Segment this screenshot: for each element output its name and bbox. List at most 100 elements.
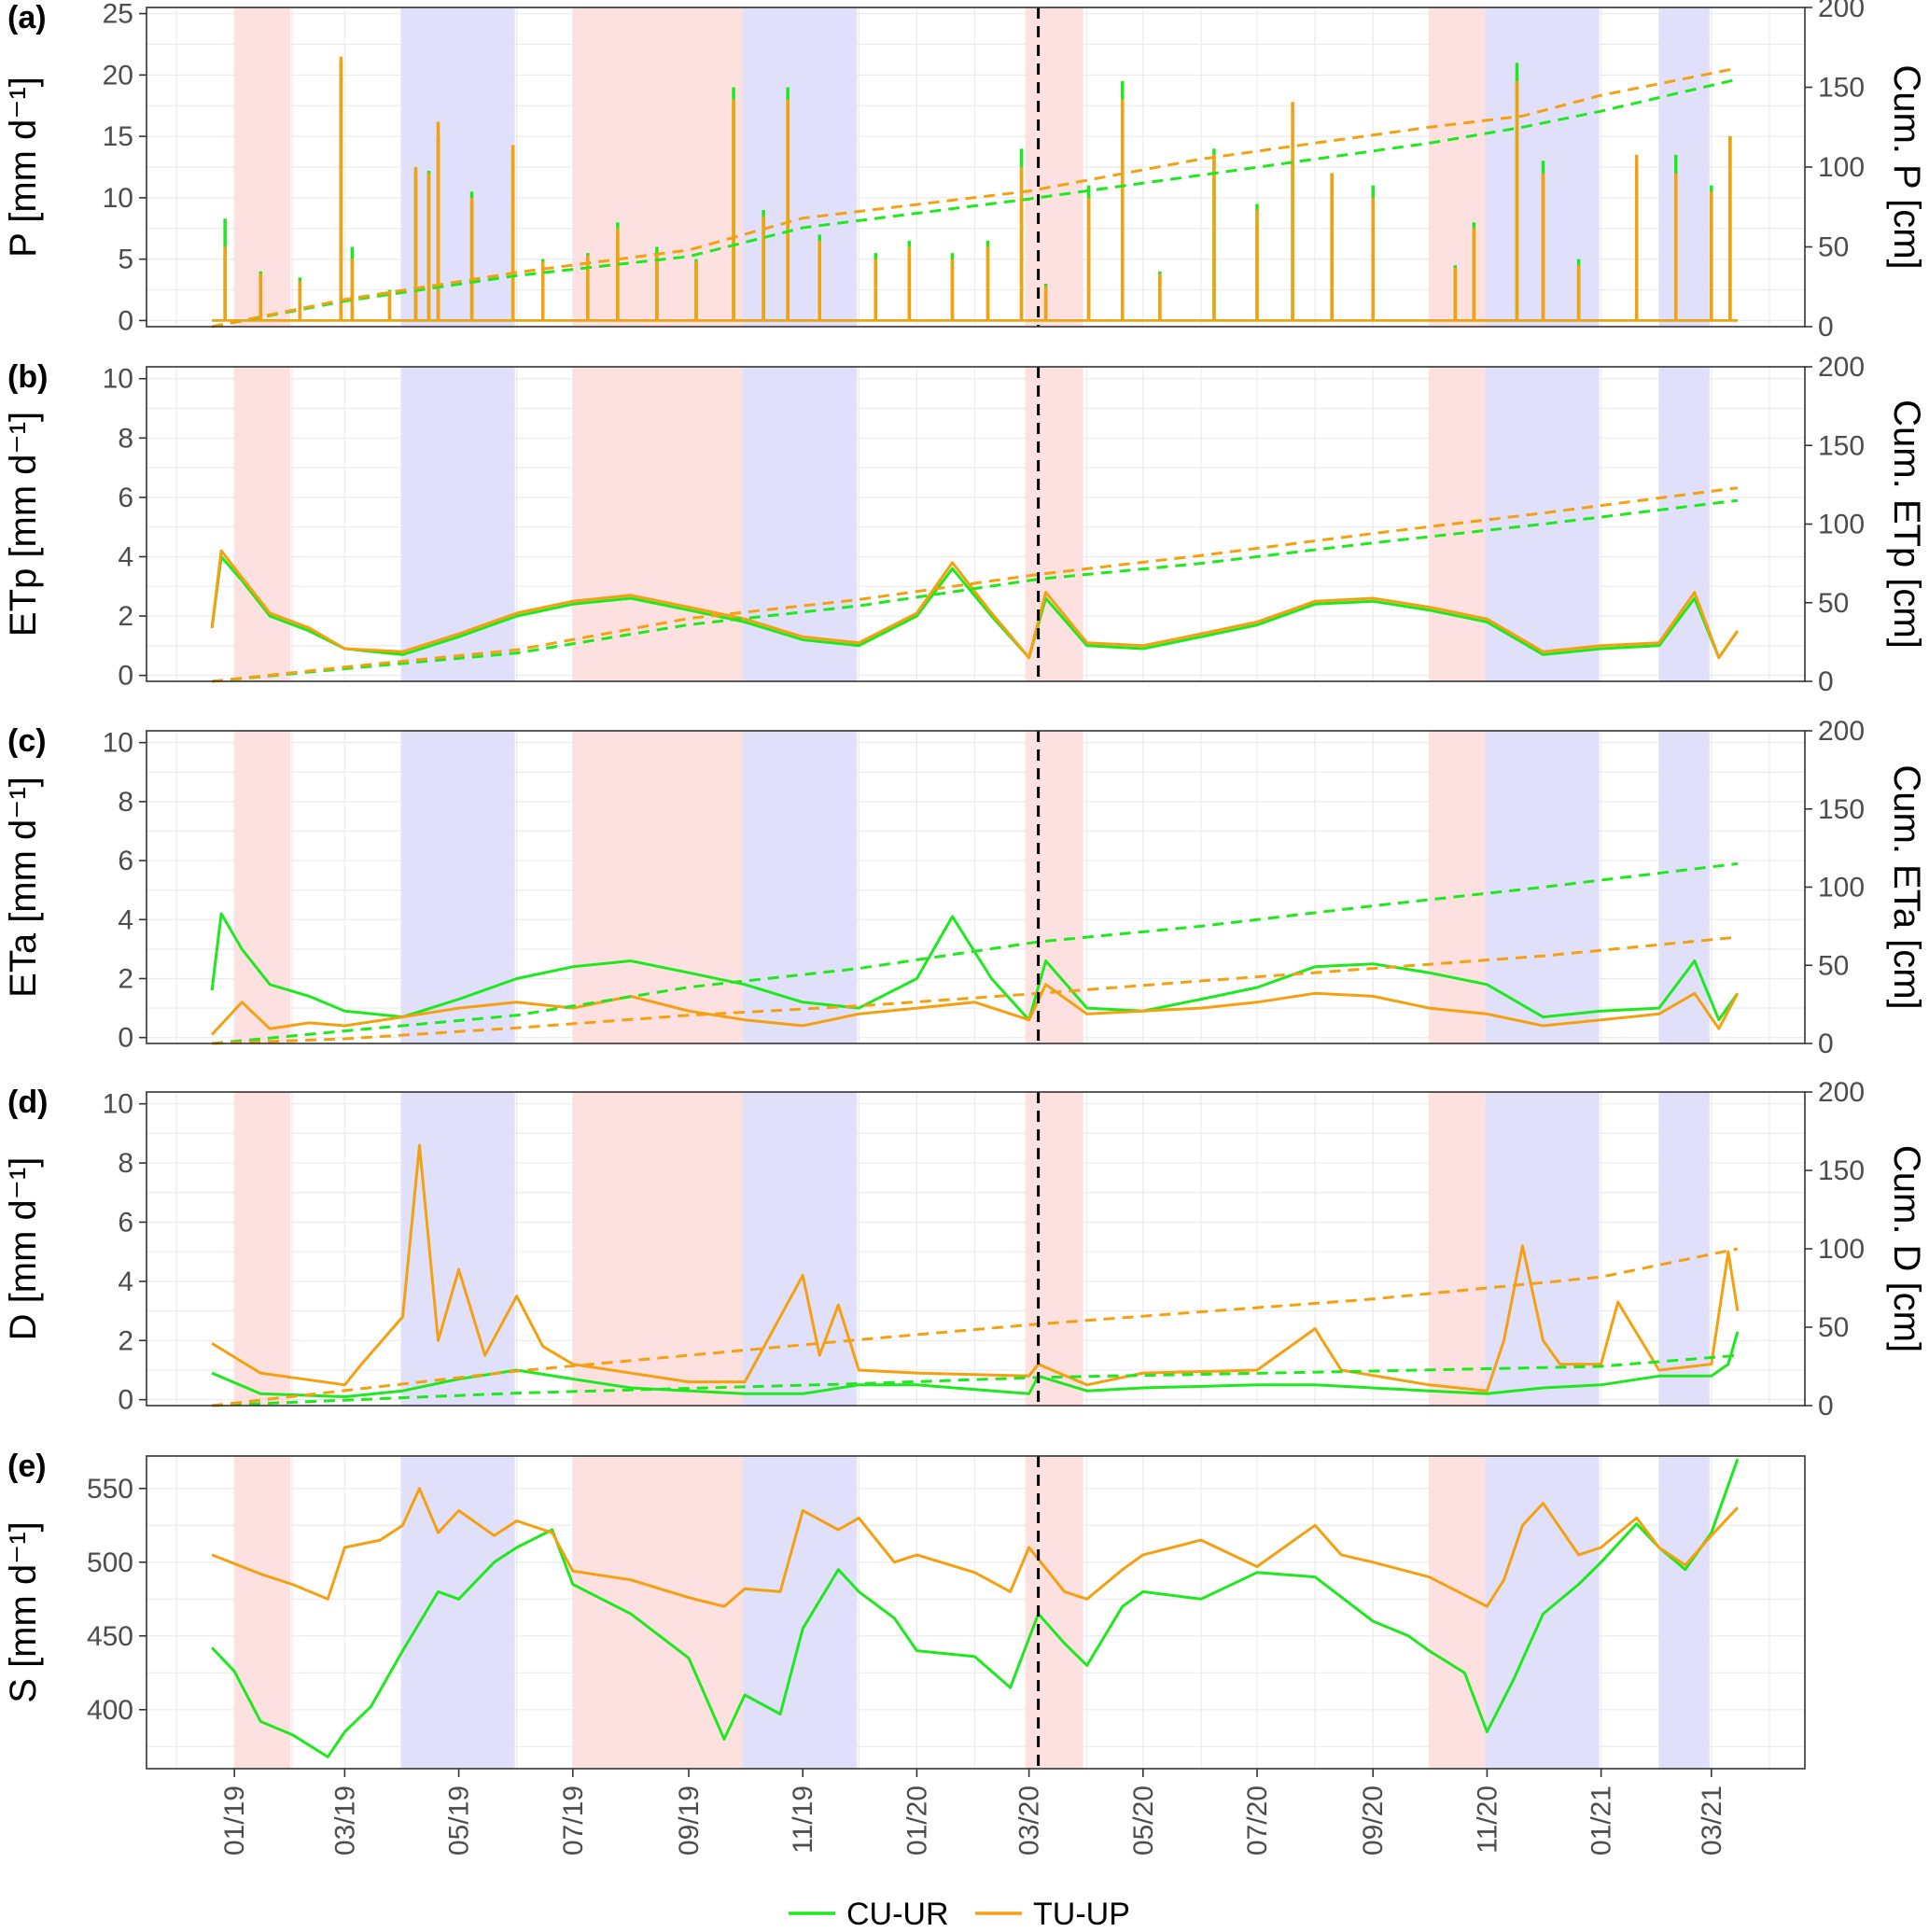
series-cu-ur-points bbox=[212, 913, 1738, 1020]
x-tick-label: 01/20 bbox=[902, 1785, 932, 1855]
y-right-tick-label: 0 bbox=[1818, 1029, 1834, 1059]
y-right-tick-label: 200 bbox=[1818, 0, 1865, 23]
shaded-periods bbox=[234, 731, 1710, 1043]
y-tick-label: 0 bbox=[118, 1023, 133, 1054]
y-tick-label: 10 bbox=[103, 364, 133, 395]
left-axis-label: ETa [mm d⁻¹] bbox=[3, 777, 44, 998]
y-tick-label: 6 bbox=[118, 1207, 133, 1238]
y-right-tick-label: 50 bbox=[1818, 1312, 1849, 1343]
x-tick-label: 09/19 bbox=[674, 1785, 705, 1855]
left-y-axis: 0 2 4 6 8 10 bbox=[103, 364, 147, 692]
y-tick-label: 15 bbox=[103, 121, 133, 152]
series-tu-up-cumulative-line bbox=[212, 935, 1739, 1045]
y-tick-label: 5 bbox=[118, 245, 133, 275]
y-right-tick-label: 0 bbox=[1818, 1391, 1834, 1421]
y-tick-label: 20 bbox=[103, 60, 133, 91]
y-right-tick-label: 100 bbox=[1818, 1234, 1865, 1265]
y-tick-label: 550 bbox=[87, 1474, 133, 1505]
y-right-tick-label: 50 bbox=[1818, 950, 1849, 981]
right-axis-label: Cum. P [cm] bbox=[1886, 64, 1927, 269]
left-y-axis: 400 450 500 550 bbox=[87, 1474, 147, 1726]
y-tick-label: 8 bbox=[118, 423, 133, 454]
shaded-period-blue bbox=[743, 1456, 858, 1769]
left-axis-label: S [mm d⁻¹] bbox=[3, 1521, 44, 1702]
shaded-period-blue bbox=[400, 731, 515, 1043]
shaded-period-blue bbox=[743, 1092, 858, 1406]
panel-letter: (d) bbox=[7, 1085, 48, 1120]
shaded-periods bbox=[234, 1456, 1710, 1769]
shaded-period-blue bbox=[743, 7, 858, 327]
y-tick-label: 10 bbox=[103, 183, 133, 214]
shaded-period-blue bbox=[1658, 731, 1710, 1043]
y-tick-label: 4 bbox=[118, 541, 133, 572]
series-tu-up-points bbox=[212, 1144, 1738, 1392]
series-group bbox=[211, 56, 1739, 329]
series-group bbox=[211, 1458, 1740, 1758]
x-tick-label: 05/20 bbox=[1128, 1785, 1159, 1855]
y-right-tick-label: 200 bbox=[1818, 716, 1865, 747]
y-tick-label: 500 bbox=[87, 1547, 133, 1578]
shaded-period-red bbox=[1429, 1092, 1486, 1406]
shaded-period-blue bbox=[400, 367, 515, 681]
y-right-tick-label: 150 bbox=[1818, 73, 1865, 104]
left-axis-label: D [mm d⁻¹] bbox=[3, 1157, 44, 1341]
y-right-tick-label: 50 bbox=[1818, 588, 1849, 619]
legend-item-cu-ur: CU-UR bbox=[789, 1897, 949, 1932]
shaded-period-red bbox=[572, 731, 744, 1043]
shaded-period-red bbox=[572, 367, 744, 681]
shaded-period-red bbox=[1429, 1456, 1486, 1769]
y-tick-label: 4 bbox=[118, 1267, 133, 1297]
x-tick-label: 09/20 bbox=[1358, 1785, 1389, 1855]
y-tick-label: 6 bbox=[118, 846, 133, 876]
y-tick-label: 400 bbox=[87, 1695, 133, 1726]
panel-letter: (c) bbox=[7, 723, 47, 759]
x-tick-label: 11/20 bbox=[1472, 1785, 1503, 1854]
x-tick-label: 05/19 bbox=[444, 1785, 475, 1855]
shaded-period-red bbox=[1025, 7, 1083, 327]
series-cu-ur-line bbox=[211, 1331, 1740, 1398]
shaded-period-blue bbox=[743, 731, 858, 1043]
shaded-period-red bbox=[234, 1456, 291, 1769]
series-cu-ur-line bbox=[210, 555, 1740, 660]
y-tick-label: 2 bbox=[118, 963, 133, 994]
series-tu-up-points bbox=[212, 551, 1738, 658]
y-right-tick-label: 150 bbox=[1818, 430, 1865, 461]
shaded-period-blue bbox=[743, 367, 858, 681]
y-tick-label: 10 bbox=[103, 728, 133, 759]
shaded-period-red bbox=[1429, 731, 1486, 1043]
right-y-axis: 0 50 100 150 200 bbox=[1805, 0, 1865, 343]
shaded-period-blue bbox=[400, 1092, 515, 1406]
shaded-period-red bbox=[1429, 7, 1486, 327]
y-tick-label: 2 bbox=[118, 601, 133, 632]
y-right-tick-label: 0 bbox=[1818, 312, 1834, 343]
panel-letter: (b) bbox=[7, 359, 48, 395]
left-y-axis: 0 5 10 15 20 25 bbox=[103, 0, 147, 336]
x-tick-label: 03/21 bbox=[1697, 1785, 1727, 1855]
y-tick-label: 2 bbox=[118, 1325, 133, 1356]
y-tick-label: 0 bbox=[118, 305, 133, 336]
panel-e: 400 450 500 550 S [mm d⁻¹] (e) bbox=[3, 1449, 1806, 1770]
y-right-tick-label: 100 bbox=[1818, 152, 1865, 183]
y-tick-label: 8 bbox=[118, 787, 133, 818]
shaded-period-red bbox=[1025, 1456, 1083, 1769]
shaded-period-blue bbox=[1485, 731, 1600, 1043]
y-right-tick-label: 50 bbox=[1818, 232, 1849, 263]
x-tick-label: 03/20 bbox=[1014, 1785, 1045, 1855]
y-right-tick-label: 0 bbox=[1818, 666, 1834, 697]
y-tick-label: 0 bbox=[118, 1385, 133, 1416]
series-tu-up-spikes bbox=[212, 56, 1738, 322]
series-group bbox=[210, 861, 1740, 1045]
right-y-axis: 0 50 100 150 200 bbox=[1805, 352, 1865, 697]
panel-letter: (e) bbox=[7, 1449, 47, 1484]
x-tick-label: 01/21 bbox=[1587, 1785, 1617, 1855]
panel-frame bbox=[146, 1455, 1806, 1770]
shaded-period-blue bbox=[1485, 1092, 1600, 1406]
y-tick-label: 0 bbox=[118, 661, 133, 692]
y-right-tick-label: 200 bbox=[1818, 1077, 1865, 1108]
series-cu-ur-cumulative-line bbox=[211, 861, 1739, 1045]
right-axis-label: Cum. D [cm] bbox=[1886, 1145, 1927, 1352]
